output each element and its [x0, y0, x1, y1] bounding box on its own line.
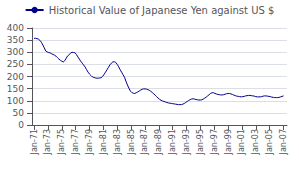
svg-text:Jan-97: Jan-97 [210, 129, 219, 155]
svg-text:Historical Value of Japanese Y: Historical Value of Japanese Yen against… [49, 5, 275, 16]
svg-text:250: 250 [7, 59, 24, 69]
svg-text:Jan-75: Jan-75 [57, 129, 66, 155]
svg-text:Jan-89: Jan-89 [154, 129, 163, 155]
svg-text:Jan-77: Jan-77 [71, 129, 80, 155]
svg-text:350: 350 [7, 35, 24, 45]
svg-text:Jan-03: Jan-03 [251, 129, 260, 155]
svg-text:Jan-95: Jan-95 [196, 129, 205, 155]
svg-text:Jan-85: Jan-85 [127, 129, 136, 155]
svg-text:Jan-81: Jan-81 [99, 129, 108, 155]
svg-text:50: 50 [13, 108, 25, 118]
svg-text:Jan-05: Jan-05 [265, 129, 274, 155]
svg-text:300: 300 [7, 47, 24, 57]
svg-text:Jan-71: Jan-71 [30, 129, 39, 155]
svg-text:Jan-07: Jan-07 [279, 129, 288, 155]
svg-text:Jan-01: Jan-01 [237, 129, 246, 155]
svg-text:Jan-73: Jan-73 [43, 129, 52, 155]
svg-text:Jan-79: Jan-79 [85, 129, 94, 155]
svg-text:200: 200 [7, 72, 24, 82]
svg-text:Jan-99: Jan-99 [224, 129, 233, 155]
svg-text:Jan-93: Jan-93 [182, 129, 191, 155]
svg-text:0: 0 [18, 120, 24, 130]
svg-text:Jan-83: Jan-83 [113, 129, 122, 155]
svg-text:100: 100 [7, 96, 24, 106]
svg-text:400: 400 [7, 23, 24, 33]
svg-text:Jan-91: Jan-91 [168, 129, 177, 155]
svg-text:150: 150 [7, 84, 24, 94]
svg-text:Jan-87: Jan-87 [140, 129, 149, 155]
